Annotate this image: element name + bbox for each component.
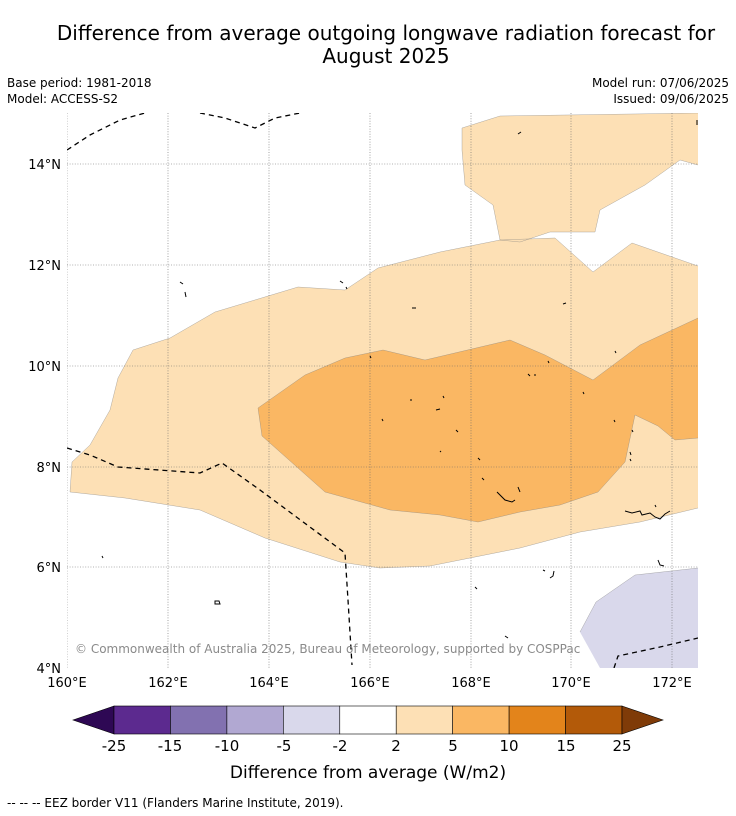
colorbar-extend-low (72, 705, 115, 735)
colorbar-bin (565, 705, 623, 735)
colorbar-tick: -10 (215, 737, 240, 755)
lon-labels: 160°E 162°E 164°E 166°E 168°E 170°E 172°… (47, 676, 692, 691)
model-name: Model: ACCESS-S2 (7, 92, 119, 106)
colorbar-bin (113, 705, 171, 735)
chart-title: Difference from average outgoing longwav… (0, 22, 736, 68)
colorbar-bin (452, 705, 510, 735)
colorbar-tick: 15 (556, 737, 575, 755)
colorbar-bin (395, 705, 453, 735)
lon-label-168e: 168°E (451, 676, 491, 691)
colorbar-bin (226, 705, 284, 735)
colorbar-bin (508, 705, 566, 735)
colorbar-tick-labels: -25 -15 -10 -5 -2 2 5 10 15 25 (102, 737, 632, 755)
colorbar-bin (283, 705, 341, 735)
colorbar-tick: 25 (612, 737, 631, 755)
lat-label-4n: 4°N (37, 662, 62, 677)
lat-label-12n: 12°N (28, 259, 61, 274)
title-line-2: August 2025 (322, 44, 450, 68)
colorbar-tick: -25 (102, 737, 127, 755)
colorbar-tick: -15 (158, 737, 183, 755)
lon-label-166e: 166°E (350, 676, 390, 691)
copyright-notice: © Commonwealth of Australia 2025, Bureau… (75, 642, 580, 656)
colorbar-tick: 5 (448, 737, 458, 755)
lat-label-8n: 8°N (37, 461, 62, 476)
title-line-1: Difference from average outgoing longwav… (56, 21, 716, 45)
map-panel: © Commonwealth of Australia 2025, Bureau… (67, 113, 698, 668)
lat-label-10n: 10°N (28, 360, 61, 375)
islands (101, 120, 698, 639)
map-gridlines (67, 113, 698, 668)
lon-label-172e: 172°E (652, 676, 692, 691)
colorbar-bin (339, 705, 397, 735)
eez-borders (67, 113, 698, 668)
colorbar-bins (113, 705, 623, 735)
model-run: Model run: 07/06/2025 (591, 76, 729, 90)
colorbar: -25 -15 -10 -5 -2 2 5 10 15 25 Differenc… (72, 705, 664, 783)
issued-date: Issued: 09/06/2025 (613, 92, 729, 106)
lon-label-162e: 162°E (148, 676, 188, 691)
colorbar-tick: -5 (277, 737, 292, 755)
eez-footnote: -- -- -- EEZ border V11 (Flanders Marine… (7, 796, 344, 810)
meta-left: Base period: 1981-2018 Model: ACCESS-S2 (7, 75, 152, 107)
lat-labels: 14°N 12°N 10°N 8°N 6°N 4°N (28, 158, 61, 677)
colorbar-label: Difference from average (W/m2) (230, 763, 506, 783)
contour-lines (69, 113, 698, 633)
colorbar-tick: 10 (499, 737, 518, 755)
lon-label-164e: 164°E (249, 676, 289, 691)
lat-label-14n: 14°N (28, 158, 61, 173)
colorbar-bin (170, 705, 228, 735)
meta-right: Model run: 07/06/2025 Issued: 09/06/2025 (592, 75, 729, 107)
anomaly-region-light-orange-north (462, 113, 698, 242)
anomaly-region-lilac (580, 568, 698, 668)
base-period: Base period: 1981-2018 (7, 76, 152, 90)
lon-label-170e: 170°E (551, 676, 591, 691)
colorbar-tick: 2 (391, 737, 401, 755)
anomaly-region-medium-orange (258, 318, 698, 522)
lon-label-160e: 160°E (47, 676, 87, 691)
colorbar-extend-high (621, 705, 664, 735)
colorbar-tick: -2 (333, 737, 348, 755)
lat-label-6n: 6°N (37, 561, 62, 576)
